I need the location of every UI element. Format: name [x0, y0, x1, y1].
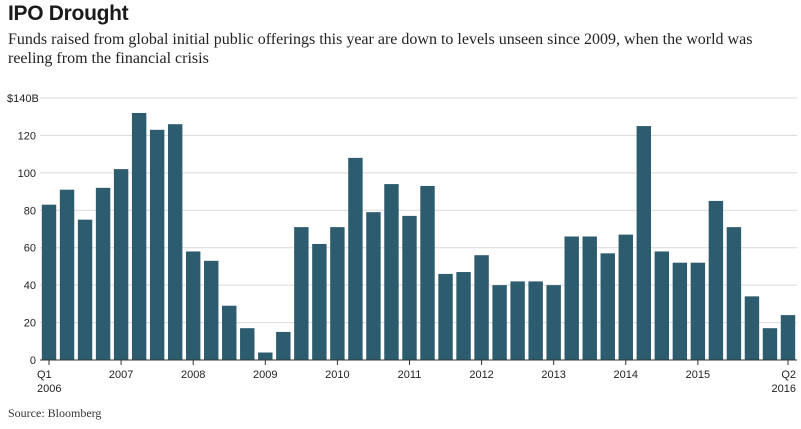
bar [294, 227, 309, 360]
tick-labels: 0 20 40 60 80 100 120 $140B Q1 2006 2007 2008 2009 20… [7, 93, 796, 395]
bar [600, 253, 615, 360]
bar [780, 315, 796, 360]
bar [240, 328, 255, 360]
bar [77, 219, 93, 360]
bar [546, 285, 561, 360]
y-tick-label: 100 [18, 168, 36, 180]
y-tick-label: 40 [24, 280, 36, 292]
bar [167, 124, 183, 360]
x-tick-label: 2012 [469, 369, 493, 381]
bar [131, 112, 147, 360]
y-tick-label: 20 [24, 318, 36, 330]
x-tick-label: 2015 [686, 369, 710, 381]
bar [726, 227, 742, 360]
x-axis [40, 359, 797, 365]
x-tick-label: 2009 [253, 369, 277, 381]
chart-subtitle: Funds raised from global initial public … [8, 31, 753, 67]
bars [41, 112, 796, 360]
bar [492, 285, 507, 360]
bar [258, 352, 273, 360]
bar [654, 251, 670, 360]
x-tick-label: 2008 [181, 369, 205, 381]
bar [312, 243, 327, 360]
bar [276, 331, 291, 360]
bar [402, 215, 417, 360]
bar [564, 236, 579, 360]
y-tick-label: 80 [24, 205, 36, 217]
bar [95, 187, 111, 360]
y-tick-label: 60 [24, 243, 36, 255]
y-tick-label: 120 [18, 130, 36, 142]
source-note: Source: Bloomberg [8, 406, 102, 420]
bar [41, 204, 57, 360]
x-tick-label: 2011 [398, 369, 422, 381]
bar [330, 227, 345, 360]
bar [366, 212, 381, 360]
bar [744, 296, 760, 360]
x-tick-label: 2014 [614, 369, 638, 381]
bar [185, 251, 201, 360]
x-tick-label: Q2 [781, 369, 796, 381]
bar [528, 281, 543, 360]
bar [690, 262, 706, 360]
x-tick-label: 2016 [772, 383, 796, 395]
x-tick-label: 2006 [37, 383, 61, 395]
bar [456, 272, 471, 360]
bar [582, 236, 597, 360]
x-tick-label: 2007 [109, 369, 133, 381]
bar [762, 328, 778, 360]
bar [59, 189, 75, 360]
bar [708, 200, 724, 360]
bar [618, 234, 633, 360]
bar [348, 157, 363, 360]
bar [222, 305, 237, 360]
bar [474, 255, 489, 360]
bar [438, 273, 453, 360]
bar [113, 169, 129, 360]
bar [149, 129, 165, 360]
bar [672, 262, 688, 360]
x-tick-label: Q1 [37, 369, 52, 381]
bar [384, 184, 399, 360]
x-tick-label: 2013 [541, 369, 565, 381]
bar [510, 281, 525, 360]
bar [636, 126, 652, 360]
bar [204, 260, 219, 360]
chart-title: IPO Drought [8, 2, 129, 25]
gridlines [40, 97, 797, 324]
y-tick-label: $140B [7, 93, 39, 105]
x-tick-label: 2010 [325, 369, 349, 381]
y-tick-label: 0 [30, 355, 36, 367]
bar [420, 185, 435, 360]
